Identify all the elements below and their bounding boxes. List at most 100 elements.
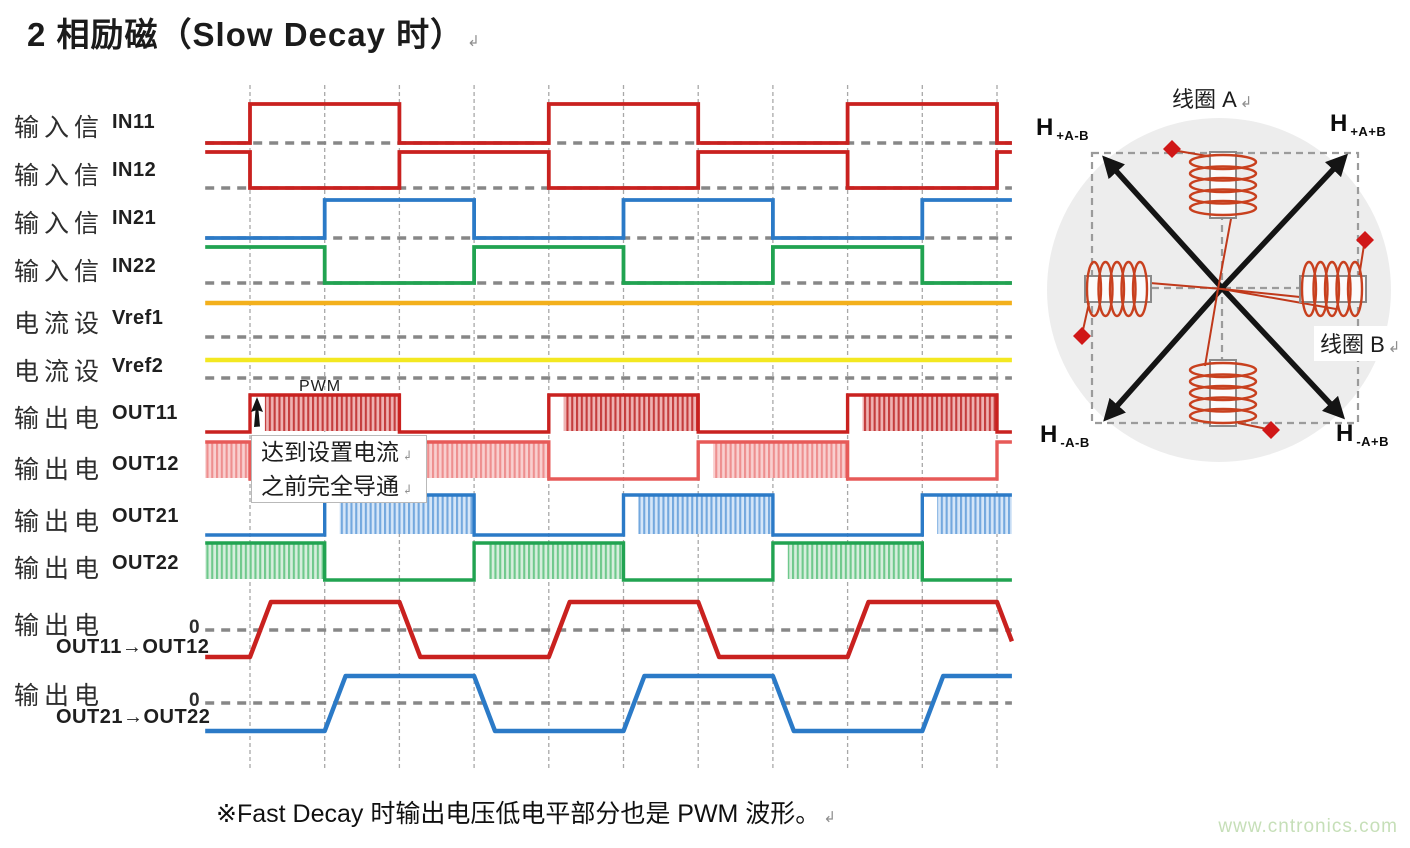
return-mark-icon: ↲ [1239,94,1253,111]
coil-a-top-windings [1188,153,1258,217]
row-signal-label: OUT11 [112,402,178,424]
waveform-OUT11 [205,393,1012,434]
field-label-minusA-plusB: H -A+B [1336,420,1390,449]
row-signal-label: IN11 [112,111,156,133]
return-mark-icon: ↲ [402,483,413,498]
coil-winding-loop [1188,373,1258,390]
coil-winding-loop [1188,176,1258,194]
footnote: ※Fast Decay 时输出电压低电平部分也是 PWM 波形。 ↲ [216,800,836,828]
coil-vector-diagram [1047,118,1391,462]
vector-arrow-plusA-plusB [1219,153,1349,290]
row-group-label: 输入信 [14,161,105,190]
coil-winding-loop [1108,260,1126,318]
row-group-label: 输出电 [14,681,105,710]
row-signal-label: OUT12 [112,453,179,475]
row-group-label: 输入信 [14,209,105,238]
coil-winding-loop [1188,384,1258,402]
pwm-hatch-OUT12 [414,443,549,478]
coil-b-right-bobbin [1299,275,1367,303]
page-title-text: 2 相励磁（Slow Decay 时） [27,16,465,53]
coil-b-left-windings [1085,260,1149,318]
pwm-hatch-OUT22 [787,544,923,579]
zero-level-label-1: 0 [189,617,200,638]
annotation-line-2: 之前完全导通 ↲ [261,474,413,500]
row-label-Vref2: 电流设 Vref2 [0,352,210,386]
field-label-plusA-minusB: H +A-B [1036,114,1090,143]
waveform-OUT11→OUT12 [205,599,1015,660]
coil-winding-loop [1323,260,1341,318]
row-signal-label: Vref1 [112,307,164,329]
return-mark-icon: ↲ [467,33,481,50]
row-signal-label: OUT21 [112,505,179,527]
coil-a-bottom-windings [1188,361,1258,425]
pwm-hatch-OUT21 [638,496,773,534]
cursor-arrow-icon [251,397,263,427]
coil-winding-loop [1188,396,1258,413]
waveform-IN21 [205,198,1012,240]
row-group-label: 输出电 [14,507,105,536]
coil-b-left-bobbin [1084,275,1152,303]
pwm-hatch-OUT22 [205,544,325,579]
row-label-OUT22: 输出电 OUT22 [0,549,210,583]
row-label-OUT21: 输出电 OUT21 [0,502,210,536]
row-signal-label: OUT21→OUT22 [56,706,211,728]
field-label-plusA-plusB: H +A+B [1330,110,1387,139]
row-signal-label: OUT22 [112,552,179,574]
coil-winding-loop [1312,260,1329,318]
pwm-hatch-OUT22 [489,544,624,579]
field-label-minusA-minusB: H -A-B [1040,421,1090,450]
pwm-hatch-OUT12 [713,443,848,478]
return-mark-icon: ↲ [402,449,413,464]
diamond-icon [1262,421,1280,439]
coil-winding-loop [1335,260,1352,318]
wire-terminal-diamonds [1073,140,1374,439]
coil-winding-loop [1188,361,1258,379]
coil-winding-loop [1120,260,1137,318]
pwm-hatch-OUT11 [563,396,699,431]
waveform-IN12 [205,150,1012,190]
coil-winding-loop [1097,260,1114,318]
pwm-hatch-OUT21 [937,496,1012,534]
timing-diagram [205,85,1015,768]
row-group-label: 电流设 [14,309,105,338]
pwm-hatch-OUT12 [205,443,250,478]
row-group-label: 输出电 [14,404,105,433]
row-group-label: 输入信 [14,257,105,286]
zero-level-label-2: 0 [189,690,200,711]
row-signal-label: IN12 [112,159,157,181]
row-signal-label: IN22 [112,255,157,277]
coil-winding-loop [1188,153,1258,171]
coil-winding-loop [1188,188,1258,205]
row-label-IN21: 输入信 IN21 [0,204,210,238]
coil-winding-loop [1188,407,1258,425]
row-label-IN22: 输入信 IN22 [0,252,210,286]
diamond-icon [1163,140,1181,158]
row-group-label: 输出电 [14,611,105,640]
row-label-IN11: 输入信 IN11 [0,108,210,142]
row-label-current-2: 输出电 OUT21→OUT22 [0,676,210,728]
return-mark-icon: ↲ [823,809,836,826]
coil-winding-loop [1300,260,1318,318]
row-group-label: 电流设 [14,357,105,386]
row-signal-label: IN21 [112,207,157,229]
coil-b-label: 线圈 B ↲ [1314,326,1407,361]
vector-arrow-minusA-plusB [1219,286,1346,420]
coil-winding-loop [1085,260,1103,318]
row-signal-label: Vref2 [112,355,164,377]
row-group-label: 输入信 [14,113,105,142]
vector-arrow-plusA-minusB [1102,155,1225,290]
pwm-hatch-OUT11 [862,396,997,431]
coil-winding-loop [1188,199,1258,217]
annotation-line-1: 达到设置电流 ↲ [261,440,413,466]
coil-winding-loop [1188,165,1258,182]
row-label-OUT12: 输出电 OUT12 [0,450,210,484]
annotation-box: 达到设置电流 ↲ 之前完全导通 ↲ [251,435,427,503]
row-label-IN12: 输入信 IN12 [0,156,210,190]
coil-a-bottom-bobbin [1209,359,1237,427]
coil-b-right-windings [1300,260,1364,318]
diamond-icon [1356,231,1374,249]
row-label-current-1: 输出电 OUT11→OUT12 [0,606,210,658]
row-signal-label: OUT11→OUT12 [56,636,210,658]
pwm-hatch-OUT11 [264,396,400,431]
coil-a-label: 线圈 A ↲ [1172,87,1253,112]
